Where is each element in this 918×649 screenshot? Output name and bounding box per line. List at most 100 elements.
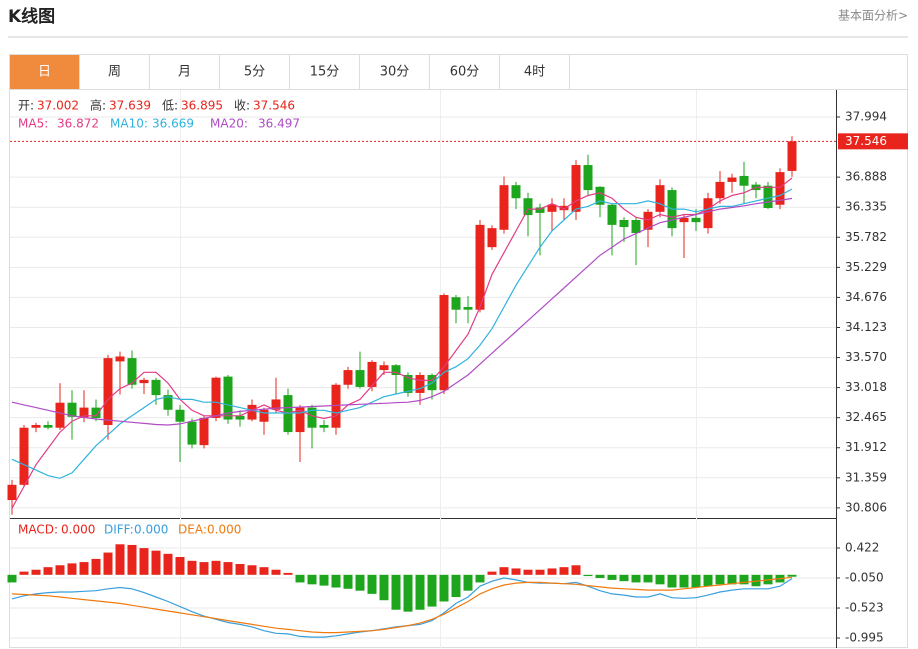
tab[interactable]: 60分 <box>430 55 500 89</box>
tab-background[interactable] <box>500 55 569 89</box>
tab-bar: 日 周 月 5分 15分 30分 60分 4时 <box>10 55 570 89</box>
candle-body <box>31 425 41 428</box>
candle-body <box>223 376 233 420</box>
macd-bar <box>391 574 401 610</box>
legend-name: MA5: <box>18 117 48 131</box>
tab-background[interactable] <box>290 55 359 89</box>
tab[interactable]: 月 <box>150 55 220 89</box>
candle-body <box>19 427 29 485</box>
candle-body <box>739 175 749 186</box>
macd-bar <box>151 550 161 575</box>
tab-background[interactable] <box>80 55 149 89</box>
candle-body <box>487 228 497 248</box>
price-panel: 30.806 31.359 31.912 32.465 33.018 33.570 34.1… <box>7 98 908 515</box>
legend-value: 36.497 <box>258 117 300 131</box>
candle-body <box>703 198 713 229</box>
ohlc-label: 开: <box>18 99 34 113</box>
macd-bar <box>247 565 257 575</box>
candle-body <box>595 186 605 205</box>
candle-body <box>319 425 329 428</box>
macd-bar <box>31 569 41 575</box>
ohlc-label: 低: <box>162 99 178 113</box>
y-tick-label: 31.912 <box>845 440 887 454</box>
y-tick-label: 35.229 <box>845 260 887 274</box>
tab[interactable]: 周 <box>80 55 150 89</box>
macd-bar <box>175 557 185 575</box>
y-tick-label: 33.570 <box>845 350 887 364</box>
macd-bar <box>163 553 173 575</box>
tab[interactable]: 15分 <box>290 55 360 89</box>
tab[interactable]: 30分 <box>360 55 430 89</box>
macd-bar <box>703 574 713 587</box>
macd-bar <box>475 574 485 583</box>
candle-body <box>175 409 185 422</box>
tab[interactable]: 4时 <box>500 55 570 89</box>
macd-bar <box>367 574 377 594</box>
moving-average-line <box>11 177 793 509</box>
tab-label[interactable]: 5分 <box>244 65 265 80</box>
macd-bar <box>631 574 641 583</box>
candle-body <box>631 219 641 234</box>
legend-name: MACD: <box>18 523 58 537</box>
tab-label[interactable]: 30分 <box>380 65 410 80</box>
ohlc-value: 37.639 <box>109 99 151 113</box>
legend-value: 0.000 <box>207 523 241 537</box>
macd-bar <box>43 567 53 575</box>
macd-bar <box>199 562 209 575</box>
macd-bar <box>559 567 569 575</box>
fundamentals-link[interactable]: 基本面分析> <box>838 9 908 23</box>
candle-body <box>43 425 53 428</box>
macd-bar <box>751 574 761 587</box>
candle-body <box>199 417 209 446</box>
macd-bar <box>343 574 353 589</box>
candle-body <box>439 295 449 391</box>
legend-name: MA10: <box>110 117 148 131</box>
tab[interactable]: 日 <box>10 55 80 89</box>
candle-body <box>67 402 77 417</box>
tab-label[interactable]: 15分 <box>310 65 340 80</box>
candle-body <box>535 207 545 213</box>
candle-body <box>763 185 773 209</box>
tab-background[interactable] <box>220 55 289 89</box>
macd-bar <box>547 568 557 575</box>
candle-body <box>463 306 473 310</box>
macd-bar <box>67 563 77 575</box>
candle-body <box>643 211 653 230</box>
tab-label[interactable]: 周 <box>108 65 121 80</box>
candle-body <box>91 407 101 418</box>
macd-bar <box>187 560 197 575</box>
candle-body <box>619 219 629 228</box>
candle-body <box>331 384 341 428</box>
tab-label[interactable]: 4时 <box>524 65 545 80</box>
tab-label[interactable]: 日 <box>38 65 51 80</box>
tab-background[interactable] <box>360 55 429 89</box>
candle-body <box>775 172 785 205</box>
macd-bar <box>655 574 665 585</box>
macd-bar <box>535 569 545 575</box>
tab-background[interactable] <box>10 55 79 89</box>
candle-body <box>391 365 401 375</box>
legend-value: 0.000 <box>134 523 168 537</box>
macd-bar <box>499 567 509 575</box>
macd-bar <box>643 574 653 583</box>
tab-label[interactable]: 月 <box>178 65 191 80</box>
tab[interactable]: 5分 <box>220 55 290 89</box>
moving-average-line <box>11 197 793 426</box>
candle-body <box>403 374 413 393</box>
legend-name: DEA: <box>178 523 207 537</box>
macd-bar <box>403 574 413 612</box>
y-tick-label: 31.359 <box>845 470 887 484</box>
macd-bar <box>19 571 29 575</box>
macd-bar <box>619 574 629 582</box>
tab-background[interactable] <box>430 55 499 89</box>
macd-bar <box>91 558 101 575</box>
tab-background[interactable] <box>150 55 219 89</box>
tab-label[interactable]: 60分 <box>450 65 480 80</box>
candle-body <box>247 404 257 420</box>
candle-body <box>271 399 281 410</box>
widget-title: K线图 <box>8 6 55 27</box>
candle-body <box>187 421 197 445</box>
y-tick-label: 36.888 <box>845 170 887 184</box>
